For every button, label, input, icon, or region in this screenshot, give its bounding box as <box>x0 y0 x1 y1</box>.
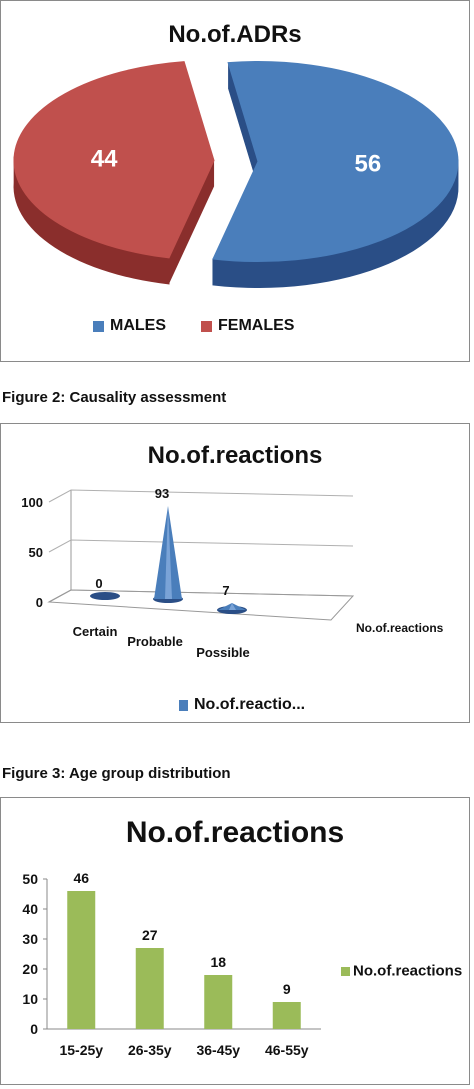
bar-data-label: 46 <box>73 870 89 886</box>
bar-36-45y <box>204 975 233 1029</box>
y-tick-label: 40 <box>22 901 38 917</box>
legend-swatch-females <box>201 320 212 332</box>
y-tick-label: 30 <box>22 931 38 947</box>
bar-chart-plot: 0 10 20 30 40 50 46 15-25y 27 26-35y 18 36-45y 9 46-5… <box>22 870 321 1058</box>
y-tick-label: 10 <box>22 991 38 1007</box>
y-tick-label: 20 <box>22 961 38 977</box>
pie-legend-item-males: MALES <box>93 317 166 335</box>
bar-data-label: 27 <box>142 927 158 943</box>
pie-data-label-males: 56 <box>355 151 382 178</box>
y-tick-label: 0 <box>30 1021 38 1037</box>
x-tick-label: Possible <box>196 645 249 660</box>
figure-3-caption: Figure 3: Age group distribution <box>2 765 231 782</box>
gridline <box>48 489 354 503</box>
x-tick-label: 26-35y <box>128 1042 172 1058</box>
gridline <box>48 539 354 553</box>
cone-highlight <box>229 603 236 610</box>
bar-46-55y <box>272 1002 301 1029</box>
y-tick-label: 0 <box>36 595 43 610</box>
causality-chart-panel: No.of.reactions 0 50 100 No.of.reactions 0 93… <box>0 423 470 723</box>
y-tick-label: 100 <box>21 495 43 510</box>
age-group-chart-panel: No.of.reactions 0 10 20 30 40 50 46 15-25y 27 26-… <box>0 797 470 1085</box>
pie-slice-males <box>212 61 459 263</box>
x-tick-label: Certain <box>73 624 118 639</box>
pie-slice-females <box>13 61 215 259</box>
chart-title: No.of.ADRs <box>168 21 302 48</box>
legend-label-reactions: No.of.reactions <box>353 962 463 980</box>
pie-chart-plot: 56 44 <box>13 61 459 289</box>
cone-chart-plot: 0 50 100 No.of.reactions 0 93 7 Certain Probable… <box>21 486 444 660</box>
x-tick-label: 46-55y <box>265 1042 309 1058</box>
cone-data-label-possible: 7 <box>222 583 229 598</box>
pie-slice-edge-males <box>228 62 258 188</box>
bar-data-label: 9 <box>283 981 291 997</box>
chart-title: No.of.reactions <box>125 816 345 849</box>
y-tick-label: 50 <box>29 545 43 560</box>
bar-legend-item: No.of.reactions <box>341 962 462 980</box>
bar-15-25y <box>67 891 96 1029</box>
pie-slice-edge-females <box>169 160 215 284</box>
adr-gender-chart-panel: No.of.ADRs 56 44 MALES FEMALES <box>0 0 470 362</box>
x-tick-label: 36-45y <box>196 1042 240 1058</box>
legend-swatch-reactions <box>341 966 350 976</box>
series-axis-label: No.of.reactions <box>356 621 444 635</box>
y-tick-label: 50 <box>22 871 38 887</box>
legend-label-females: FEMALES <box>218 317 295 334</box>
figure-2-caption: Figure 2: Causality assessment <box>2 389 227 406</box>
cone-data-label-probable: 93 <box>155 486 169 501</box>
legend-swatch-males <box>93 320 104 332</box>
floor-plane <box>47 589 355 621</box>
cone-highlight <box>165 506 172 599</box>
pie-data-label-females: 44 <box>91 145 118 172</box>
cone-data-label-certain: 0 <box>95 576 102 591</box>
x-tick-label: Probable <box>127 634 183 649</box>
legend-label-reactions: No.of.reactio... <box>194 696 306 713</box>
bar-26-35y <box>135 948 164 1029</box>
x-tick-label: 15-25y <box>59 1042 103 1058</box>
bar-data-label: 18 <box>210 954 226 970</box>
legend-swatch-reactions <box>179 699 188 711</box>
cone-legend-item: No.of.reactio... <box>179 696 305 714</box>
pie-legend-item-females: FEMALES <box>201 317 294 335</box>
legend-label-males: MALES <box>110 317 166 334</box>
chart-title: No.of.reactions <box>147 442 323 469</box>
cone-base-certain <box>90 592 120 600</box>
